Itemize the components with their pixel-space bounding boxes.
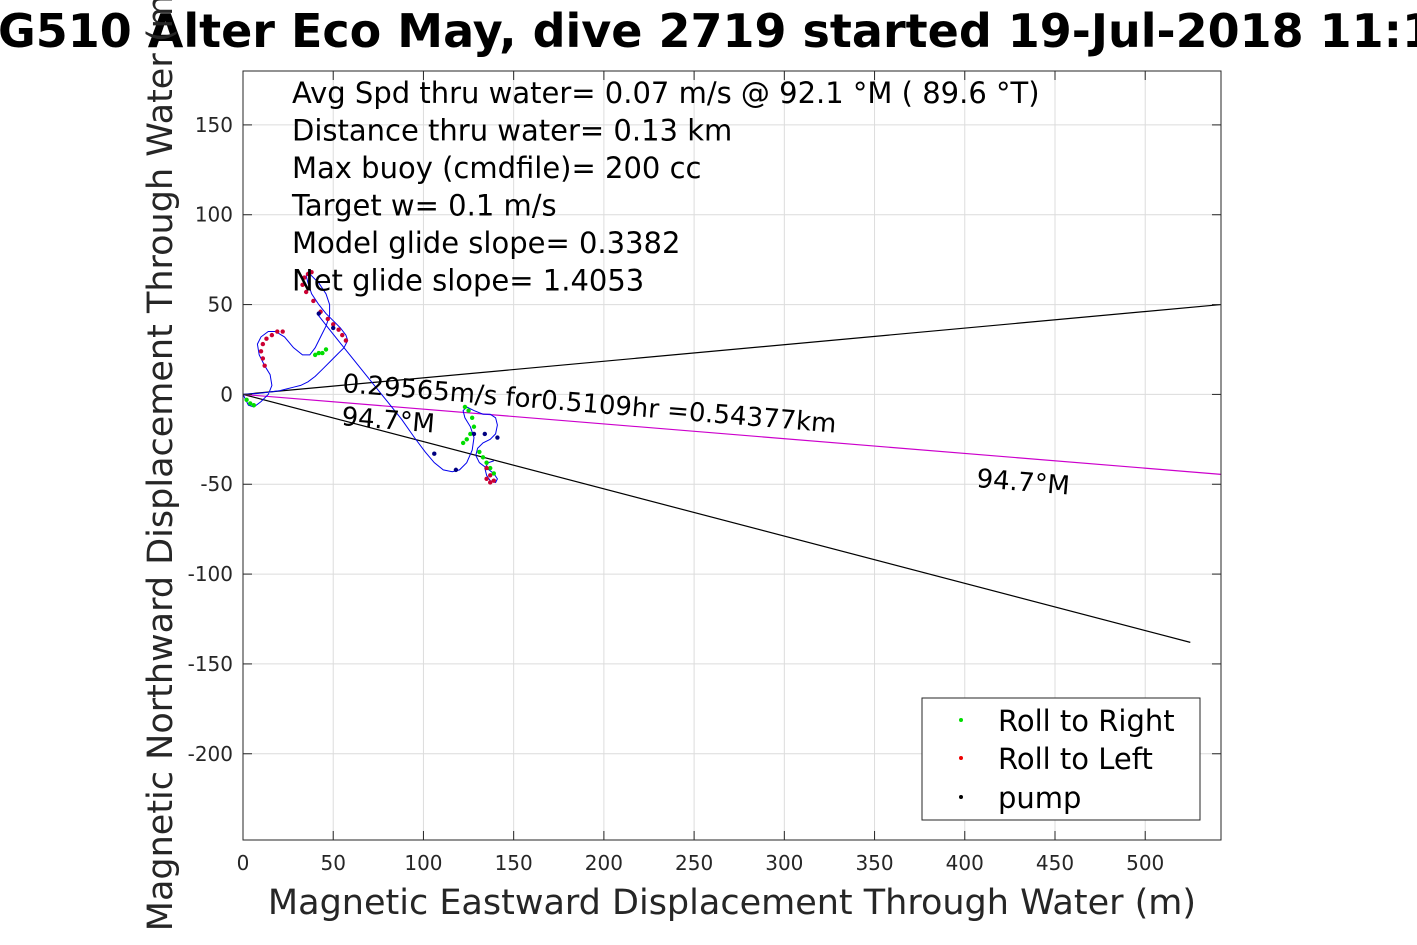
roll-right-point (468, 431, 473, 437)
plot-frame (242, 70, 1222, 841)
axis-ticks: 0 50 100 150 200 250 300 350 400 450 500-200-150-1… (188, 71, 1221, 875)
reference-line-upper (242, 303, 1222, 396)
roll-left-point (484, 476, 489, 482)
pump-point (331, 325, 336, 331)
reference-lines (242, 303, 1222, 643)
x-tick-label: 400 (946, 851, 984, 875)
roll-left-point (484, 465, 489, 471)
pump-point (471, 431, 477, 437)
legend-marker-roll-left (959, 756, 963, 760)
pump-point (495, 435, 500, 440)
legend-label-roll-right: Roll to Right (998, 704, 1175, 738)
info-line: Avg Spd thru water= 0.07 m/s @ 92.1 °M (… (292, 76, 1040, 110)
x-tick-label: 150 (495, 851, 533, 875)
reference-line-mean-current (242, 393, 1222, 475)
y-tick-label: 0 (220, 382, 233, 406)
glider-track-line-dive (316, 313, 498, 484)
roll-left-point (343, 338, 349, 343)
roll-left-point (311, 298, 316, 304)
info-text-block: Avg Spd thru water= 0.07 m/s @ 92.1 °M (… (291, 76, 1040, 298)
roll-right-point (477, 449, 482, 455)
roll-left-point (331, 322, 336, 327)
roll-left-point (269, 332, 275, 338)
roll-left-point (300, 282, 305, 288)
legend: Roll to Right Roll to Left pump (921, 697, 1201, 821)
roll-left-point (280, 329, 285, 334)
roll-right-point (466, 408, 471, 413)
x-axis-label: Magnetic Eastward Displacement Through W… (268, 883, 1196, 923)
roll-right-point (460, 440, 466, 446)
x-tick-label: 0 (237, 851, 250, 875)
y-tick-label: -200 (188, 742, 233, 766)
roll-right-point (480, 455, 486, 460)
reference-line-lower (242, 393, 1191, 643)
roll-left-point (491, 478, 497, 483)
roll-left-point (275, 329, 280, 334)
x-tick-label: 300 (765, 851, 803, 875)
roll-left-point (260, 341, 266, 347)
roll-left-point (262, 363, 267, 368)
roll-left-point (340, 332, 345, 338)
roll-left-point (488, 480, 493, 485)
roll-left-point (260, 356, 266, 361)
roll-right-point (248, 401, 253, 406)
info-line: Net glide slope= 1.4053 (292, 264, 644, 298)
x-tick-label: 500 (1126, 851, 1164, 875)
info-line: Model glide slope= 0.3382 (292, 226, 680, 260)
y-tick-label: 50 (208, 293, 233, 317)
roll-right-point (244, 397, 249, 403)
x-tick-label: 50 (320, 851, 345, 875)
roll-right-point (316, 350, 321, 356)
roll-right-point (491, 471, 497, 476)
info-line: Distance thru water= 0.13 km (292, 114, 732, 148)
legend-label-roll-left: Roll to Left (998, 742, 1153, 776)
pump-point (432, 451, 437, 456)
pump-point (482, 431, 487, 437)
y-axis-label: Magnetic Northward Displacement Through … (141, 0, 181, 931)
roll-right-point (484, 460, 489, 465)
roll-right-point (469, 415, 475, 420)
roll-left-point (302, 275, 307, 280)
x-tick-label: 350 (855, 851, 893, 875)
y-tick-label: -150 (188, 652, 233, 676)
info-line: Target w= 0.1 m/s (291, 189, 557, 223)
roll-left-point (258, 349, 264, 354)
roll-right-point (251, 402, 257, 408)
x-tick-label: 450 (1036, 851, 1074, 875)
roll-right-point (471, 424, 477, 429)
roll-right-point (462, 404, 468, 410)
legend-box (921, 697, 1201, 821)
legend-label-pump: pump (998, 781, 1081, 815)
roll-right-point (320, 350, 325, 356)
roll-left-point (305, 271, 311, 277)
x-tick-label: 100 (404, 851, 442, 875)
roll-left-point (336, 327, 341, 332)
roll-right-point (464, 437, 469, 442)
roll-right-point (488, 465, 493, 471)
pump-point (316, 311, 321, 316)
y-tick-label: -100 (188, 562, 233, 586)
roll-left-point (325, 316, 331, 322)
roll-left-point (488, 473, 493, 478)
y-tick-label: 150 (195, 113, 233, 137)
x-tick-label: 250 (675, 851, 713, 875)
x-tick-label: 200 (585, 851, 623, 875)
legend-marker-pump (959, 795, 963, 799)
roll-right-point (312, 352, 318, 358)
legend-marker-roll-right (959, 718, 963, 722)
track-markers (244, 270, 500, 485)
roll-left-point (309, 270, 314, 275)
y-tick-label: 100 (195, 203, 233, 227)
y-tick-label: -50 (200, 472, 233, 496)
roll-left-point (264, 336, 269, 341)
info-line: Max buoy (cmdfile)= 200 cc (292, 151, 701, 185)
roll-left-point (303, 289, 309, 295)
grid-lines (242, 71, 1221, 840)
pump-point (453, 467, 459, 473)
chart-title: G510 Alter Eco May, dive 2719 started 19… (0, 4, 1417, 58)
roll-right-point (323, 347, 329, 352)
